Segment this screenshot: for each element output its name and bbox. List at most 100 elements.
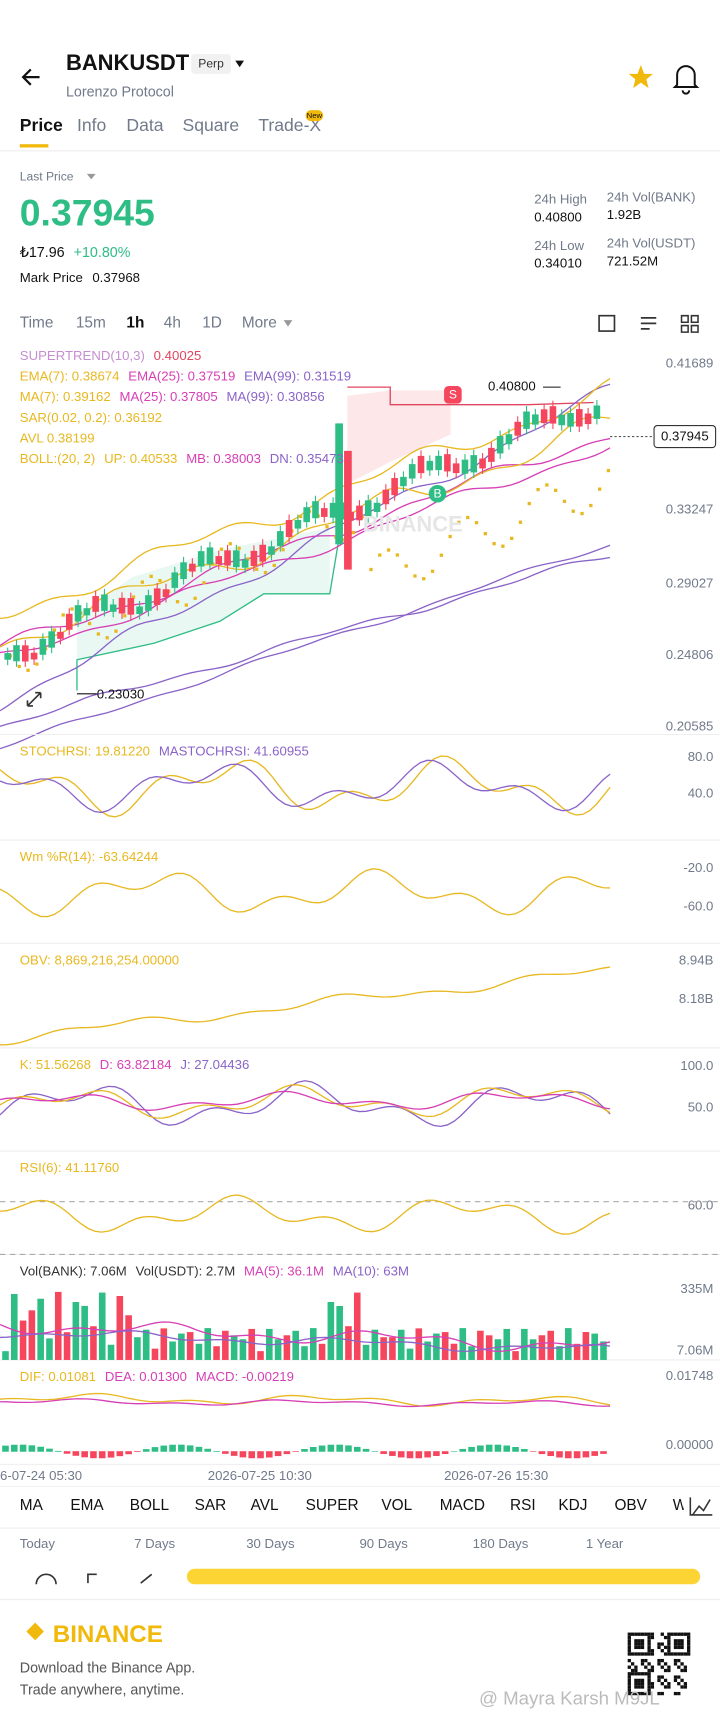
footer-line: Download the Binance App. — [20, 1661, 195, 1677]
back-button[interactable] — [21, 68, 40, 86]
interval[interactable]: 15m — [76, 314, 106, 331]
candle — [312, 501, 319, 519]
sar-dot — [263, 570, 268, 575]
trade-button[interactable] — [186, 1568, 701, 1585]
volume-bar — [98, 1292, 106, 1360]
stat-label: 24h Vol(USDT) — [607, 236, 696, 251]
qr-cell — [663, 1635, 668, 1640]
macd-bar — [459, 1448, 467, 1452]
qr-cell — [650, 1685, 655, 1689]
symbol[interactable]: BANKUSDT — [66, 50, 190, 75]
tab[interactable]: Trade-X — [258, 115, 321, 135]
indicator-legend: EMA(25): 0.37519 — [128, 369, 235, 384]
candle — [277, 531, 284, 547]
candle — [320, 508, 328, 517]
period[interactable]: 90 Days — [359, 1536, 408, 1551]
interval[interactable]: Time — [20, 314, 54, 331]
macd-bar — [142, 1449, 150, 1452]
qr-cell — [680, 1662, 684, 1666]
interval[interactable]: More — [242, 314, 277, 331]
qr-cell — [634, 1672, 638, 1676]
indicator-tab[interactable]: VOL — [381, 1497, 412, 1514]
macd-bar — [591, 1451, 598, 1456]
sar-dot — [114, 629, 118, 633]
period[interactable]: 1 Year — [586, 1536, 624, 1551]
tool-icon[interactable] — [598, 314, 616, 332]
interval[interactable]: 1h — [126, 314, 144, 331]
tool-icon[interactable] — [640, 317, 657, 330]
volume-bar — [46, 1338, 53, 1360]
indicator-tab[interactable]: AVL — [251, 1497, 279, 1514]
volume-bar — [169, 1341, 176, 1360]
qr-cell — [647, 1639, 651, 1643]
qr-cell — [637, 1639, 641, 1643]
tab[interactable]: Data — [126, 115, 163, 135]
last-price-label[interactable]: Last Price — [20, 169, 74, 183]
macd-bar — [353, 1446, 361, 1452]
macd-bar — [380, 1451, 387, 1454]
interval[interactable]: 4h — [164, 314, 181, 331]
grid-icon[interactable] — [680, 314, 699, 333]
qr-cell — [627, 1632, 631, 1636]
qr-cell — [663, 1678, 668, 1683]
period[interactable]: 180 Days — [473, 1536, 529, 1551]
price-axis-label: 0.20585 — [666, 718, 714, 733]
macd-bar — [195, 1446, 203, 1452]
indicator-tab[interactable]: RSI — [510, 1497, 536, 1514]
macd-bar — [336, 1444, 343, 1452]
stat-label: 24h Low — [534, 238, 584, 253]
period[interactable]: 7 Days — [134, 1536, 175, 1551]
qr-cell — [647, 1649, 651, 1653]
sar-dot — [413, 574, 417, 578]
macd-bar — [46, 1448, 53, 1452]
panel-axis-label: 8.94B — [679, 952, 714, 967]
volume-bar — [222, 1330, 229, 1360]
qr-cell — [687, 1639, 691, 1643]
expand-icon[interactable] — [26, 691, 42, 707]
tab[interactable]: Square — [182, 115, 239, 135]
rsi-line — [0, 1194, 611, 1235]
candle — [145, 595, 152, 611]
indicator-tab[interactable]: SUPER — [306, 1497, 359, 1514]
icon[interactable] — [35, 1573, 153, 1585]
candle — [364, 500, 372, 518]
bell-icon[interactable] — [672, 65, 700, 95]
macd-line — [0, 1392, 611, 1407]
indicator-tab[interactable]: SAR — [195, 1497, 227, 1514]
interval[interactable]: 1D — [202, 314, 222, 331]
tab[interactable]: Info — [77, 115, 107, 135]
volume-bar — [397, 1329, 405, 1360]
qr-cell — [637, 1632, 641, 1636]
indicator-tab[interactable]: OBV — [614, 1497, 647, 1514]
indicator-tab[interactable]: EMA — [70, 1497, 104, 1514]
qr-cell — [640, 1672, 645, 1676]
chart-icon[interactable] — [689, 1497, 713, 1516]
panel-axis-label: 7.06M — [677, 1343, 714, 1358]
qr-cell — [627, 1652, 631, 1656]
time-axis-label: 2026-07-25 10:30 — [208, 1468, 312, 1483]
qr-cell — [627, 1685, 631, 1689]
qr-cell — [647, 1632, 651, 1636]
favorite-star[interactable] — [628, 65, 653, 89]
macd-bar — [468, 1446, 475, 1452]
sar-dot — [518, 520, 523, 524]
candle — [13, 645, 20, 662]
qr-cell — [673, 1691, 678, 1696]
candle — [206, 547, 214, 565]
indicator-tab[interactable]: MACD — [440, 1497, 485, 1514]
period[interactable]: 30 Days — [246, 1536, 295, 1551]
qr-cell — [650, 1682, 655, 1686]
candle — [567, 413, 574, 427]
indicator-legend: EMA(99): 0.31519 — [244, 369, 351, 384]
indicator-tab[interactable]: KDJ — [558, 1497, 587, 1514]
qr-cell — [637, 1652, 641, 1656]
qr-cell — [677, 1652, 681, 1656]
indicator-tab[interactable]: BOLL — [130, 1497, 170, 1514]
tab[interactable]: Price — [20, 115, 63, 135]
macd-bar — [81, 1451, 88, 1458]
indicator-tab[interactable]: MA — [20, 1497, 44, 1514]
period[interactable]: Today — [20, 1536, 56, 1551]
dropdown-icon[interactable] — [235, 60, 245, 68]
candle — [479, 458, 486, 469]
